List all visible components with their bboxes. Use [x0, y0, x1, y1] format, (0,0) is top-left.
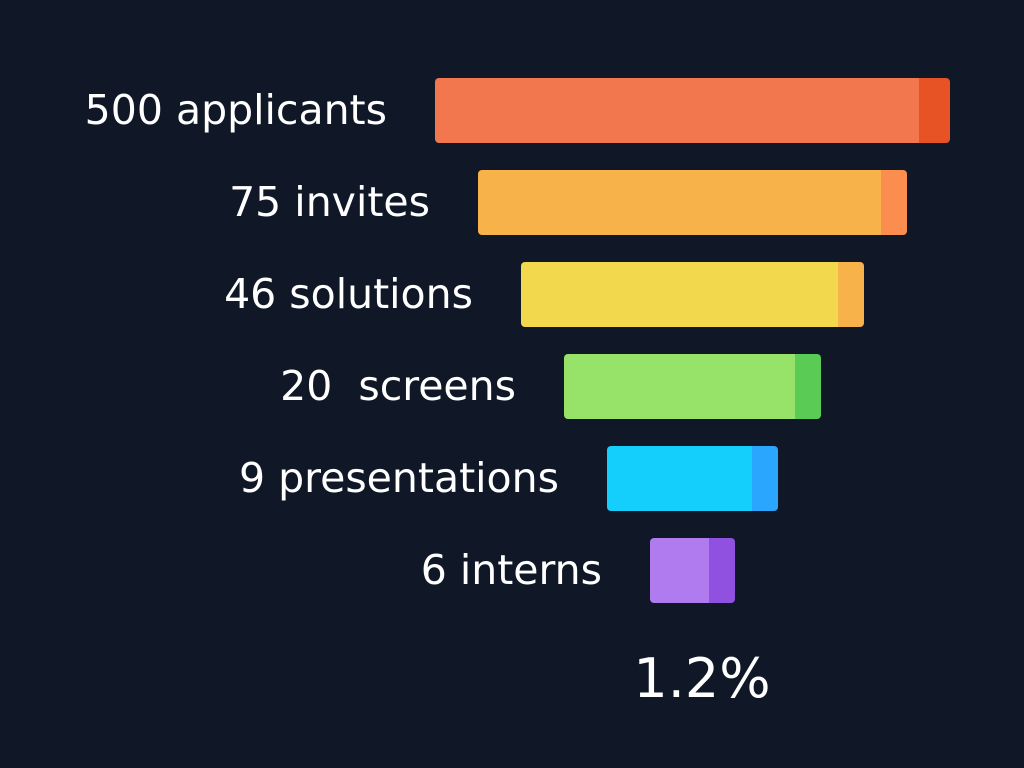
- funnel-stage-label: 20 screens: [280, 362, 516, 410]
- funnel-stage-label: 75 invites: [229, 178, 430, 226]
- funnel-bar-body: [435, 78, 919, 143]
- funnel-bar-accent: [919, 78, 950, 143]
- funnel-bar-accent: [709, 538, 735, 603]
- funnel-bar-accent: [838, 262, 864, 327]
- conversion-rate-label: 1.2%: [633, 647, 771, 710]
- funnel-bar-2: [521, 262, 864, 327]
- funnel-bar-accent: [752, 446, 778, 511]
- funnel-bar-accent: [881, 170, 907, 235]
- funnel-bar-body: [521, 262, 838, 327]
- funnel-bar-body: [607, 446, 752, 511]
- funnel-bar-body: [650, 538, 709, 603]
- funnel-bar-0: [435, 78, 950, 143]
- funnel-bar-body: [478, 170, 881, 235]
- funnel-stage-label: 6 interns: [420, 546, 602, 594]
- funnel-bar-body: [564, 354, 795, 419]
- funnel-stage-label: 500 applicants: [84, 86, 387, 134]
- funnel-stage-label: 46 solutions: [224, 270, 473, 318]
- funnel-bar-5: [650, 538, 735, 603]
- funnel-bar-4: [607, 446, 778, 511]
- funnel-bar-accent: [795, 354, 821, 419]
- funnel-bar-1: [478, 170, 907, 235]
- funnel-stage-label: 9 presentations: [239, 454, 559, 502]
- funnel-bar-3: [564, 354, 821, 419]
